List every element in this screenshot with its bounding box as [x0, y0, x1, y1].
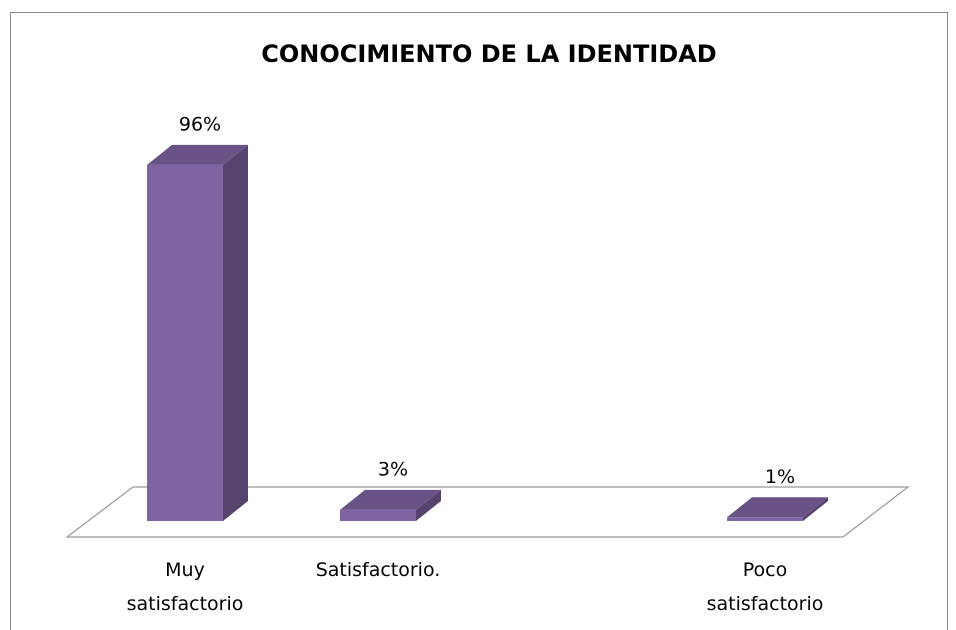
data-label: 1%	[765, 466, 795, 488]
bar-side	[416, 489, 441, 521]
bar-top	[147, 144, 248, 165]
bar-side	[803, 497, 828, 521]
x-tick-label: Poco satisfactorio	[706, 559, 824, 615]
x-tick-label: Muy satisfactorio	[126, 559, 244, 615]
bar	[340, 509, 416, 521]
data-label: 3%	[378, 458, 408, 480]
bar	[727, 517, 803, 521]
bar-side	[223, 144, 248, 521]
bar-top	[727, 497, 828, 518]
bar-top	[340, 489, 441, 510]
chart-title: CONOCIMIENTO DE LA IDENTIDAD	[261, 40, 716, 68]
floor	[65, 486, 910, 538]
data-label: 96%	[179, 113, 221, 135]
x-tick-label: Satisfactorio.	[315, 559, 441, 581]
bar	[147, 164, 223, 521]
